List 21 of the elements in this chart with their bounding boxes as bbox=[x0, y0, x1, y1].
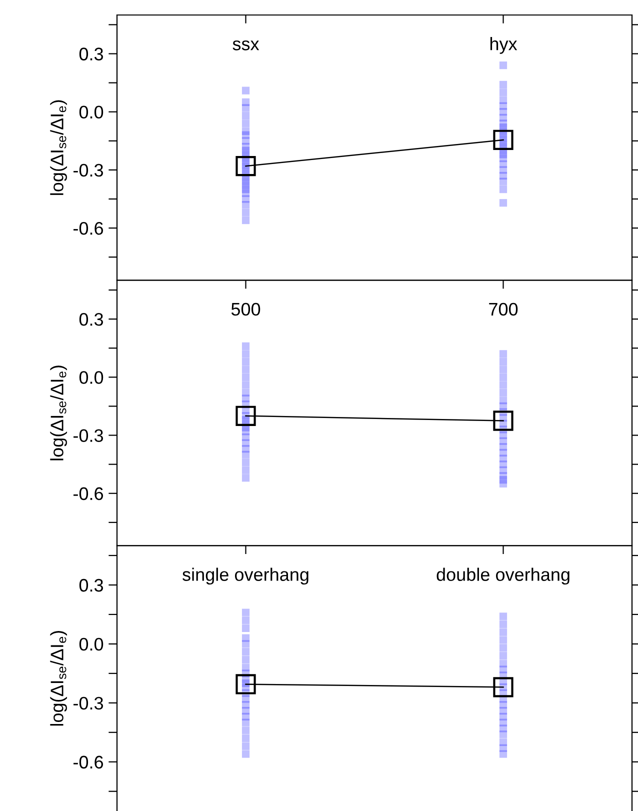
y-tick-label: 0.3 bbox=[79, 578, 104, 592]
y-tick-label: -0.3 bbox=[74, 429, 104, 442]
y-tick-label: -0.6 bbox=[74, 756, 104, 769]
y-tick-label: 0.0 bbox=[79, 106, 104, 119]
y-axis-title: log(ΔI$_{se}$/ΔI$_{e}$) bbox=[50, 630, 67, 726]
x-tick-label: hyx bbox=[490, 37, 518, 54]
y-tick-label: -0.3 bbox=[74, 164, 104, 177]
y-axis-title: log(ΔI$_{se}$/ΔI$_{e}$) bbox=[50, 100, 67, 195]
y-tick-label: -0.3 bbox=[74, 696, 104, 710]
y-tick-label: 0.0 bbox=[79, 371, 104, 384]
y-tick-label: 0.3 bbox=[79, 48, 104, 60]
y-tick-label: 0.3 bbox=[79, 313, 104, 326]
x-tick-label: single overhang bbox=[182, 568, 308, 585]
x-tick-label: double overhang bbox=[436, 568, 570, 585]
x-tick-label: 700 bbox=[489, 302, 518, 316]
y-axis-title: log(ΔI$_{se}$/ΔI$_{e}$) bbox=[50, 366, 67, 460]
y-tick-label: -0.6 bbox=[74, 487, 104, 500]
x-tick-label: 500 bbox=[231, 302, 260, 316]
x-tick-label: ssx bbox=[232, 40, 260, 50]
y-tick-label: 0.0 bbox=[79, 638, 104, 651]
y-tick-label: -0.6 bbox=[74, 222, 104, 235]
